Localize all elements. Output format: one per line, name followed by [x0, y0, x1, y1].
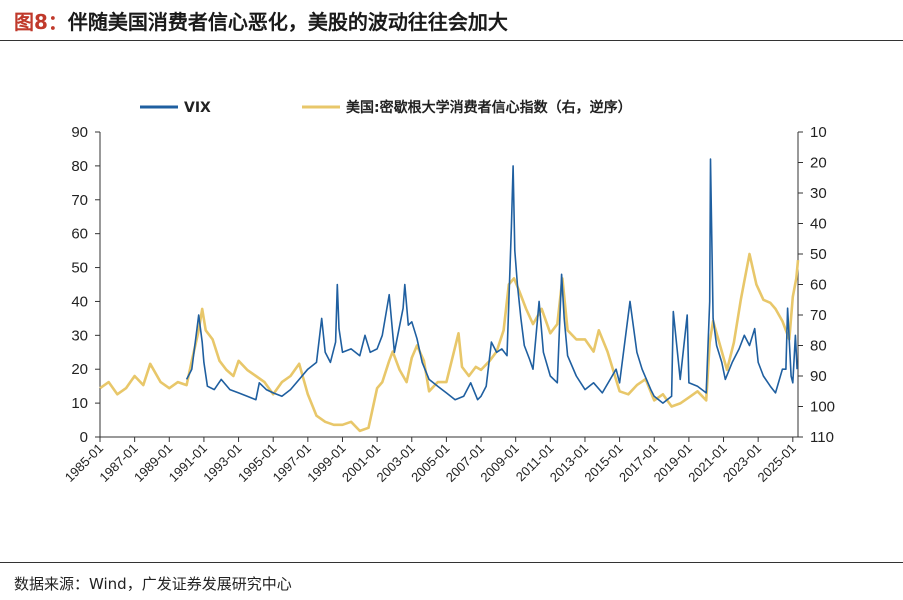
y-left-tick-label: 50: [71, 260, 88, 277]
y-right-tick-label: 100: [810, 399, 835, 416]
y-left-tick-label: 40: [71, 293, 88, 310]
chart-legend: VIX 美国:密歇根大学消费者信心指数（右，逆序）: [140, 99, 632, 116]
figure-title: 图8：伴随美国消费者信心恶化，美股的波动往往会加大: [14, 6, 508, 35]
y-left-tick-label: 60: [71, 226, 88, 243]
y-right-tick-label: 110: [810, 429, 834, 446]
chart-series: [99, 158, 800, 433]
y-right-tick-label: 30: [810, 185, 827, 202]
chart: 0 10 20 30 40 50 60 70 80 90 10 20 30 40 50 60 70 80 90 100…: [62, 99, 835, 485]
y-right-tick-label: 20: [810, 155, 827, 172]
top-divider: [0, 40, 903, 41]
y-left-tick-label: 90: [71, 124, 88, 141]
bottom-divider: [0, 562, 903, 563]
y-right-tick-label: 80: [810, 338, 827, 355]
series-line-vix: [185, 158, 798, 404]
y-right-tick-label: 90: [810, 368, 827, 385]
chart-axes: 0 10 20 30 40 50 60 70 80 90 10 20 30 40 50 60 70 80 90 100…: [62, 124, 835, 485]
y-left-tick-label: 80: [71, 158, 88, 175]
y-left-tick-label: 30: [71, 327, 88, 344]
y-left-tick-label: 20: [71, 361, 88, 378]
x-tick-label: 2009-01: [477, 441, 521, 485]
y-left-tick-label: 70: [71, 192, 88, 209]
figure-title-text: 伴随美国消费者信心恶化，美股的波动往往会加大: [67, 10, 508, 34]
legend-label-vix: VIX: [184, 100, 211, 116]
y-right-tick-label: 10: [810, 124, 827, 141]
y-right-tick-label: 40: [810, 216, 827, 233]
y-left-tick-label: 10: [71, 395, 88, 412]
y-right-tick-label: 50: [810, 246, 827, 263]
y-right-tick-label: 70: [810, 307, 827, 324]
legend-label-sentiment: 美国:密歇根大学消费者信心指数（右，逆序）: [346, 99, 632, 116]
x-tick-label: 2025-01: [755, 441, 799, 485]
series-line-sentiment: [99, 252, 800, 433]
figure-label: 图8：: [14, 10, 68, 34]
y-right-tick-label: 60: [810, 277, 827, 294]
source-note: 数据来源：Wind，广发证券发展研究中心: [14, 575, 292, 593]
y-left-tick-label: 0: [80, 429, 88, 446]
